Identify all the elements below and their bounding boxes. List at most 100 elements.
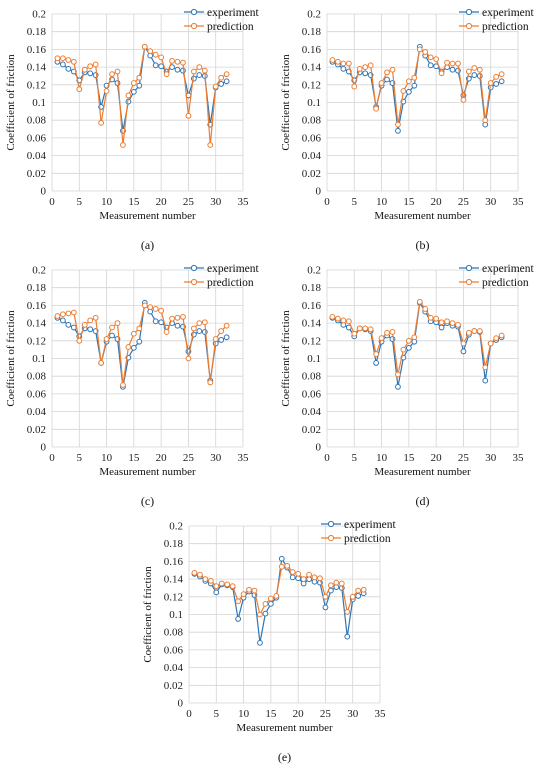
x-axis-title: Measurement number <box>374 466 471 478</box>
y-tick-label: 0.04 <box>27 406 47 418</box>
prediction-point <box>125 92 132 99</box>
y-tick-label: 0.14 <box>302 318 322 330</box>
prediction-point <box>60 55 66 62</box>
x-tick-label: 15 <box>403 196 415 208</box>
y-tick-label: 0.2 <box>169 521 183 533</box>
prediction-point <box>267 595 274 602</box>
prediction-point <box>141 43 148 50</box>
experiment-point <box>493 81 500 87</box>
chart-d: 0 0.02 0.04 0.06 0.08 0.1 0.12 0.14 0.16 0.18 0.2 0… <box>280 263 535 508</box>
prediction-point <box>411 334 418 341</box>
experiment-point <box>174 66 181 73</box>
prediction-point <box>444 59 450 66</box>
prediction-point <box>130 80 137 86</box>
prediction-point <box>482 364 489 371</box>
y-tick-label: 0.02 <box>302 424 321 436</box>
experiment-point <box>152 62 159 69</box>
experiment-point <box>152 318 159 325</box>
y-tick-label: 0.2 <box>32 265 46 277</box>
prediction-point <box>141 302 148 309</box>
y-tick-label: 0.14 <box>27 318 47 330</box>
x-tick-label: 30 <box>210 196 222 208</box>
x-axis-title: Measurement number <box>374 210 471 222</box>
legend-label-prediction: prediction <box>344 533 391 545</box>
y-tick-label: 0.14 <box>27 62 47 74</box>
prediction-point <box>190 325 197 332</box>
y-tick-label: 0.1 <box>169 609 183 621</box>
x-tick-label: 20 <box>156 196 168 208</box>
chart-a: 0 0.02 0.04 0.06 0.08 0.1 0.12 0.14 0.16 0.18 0.2 0… <box>5 7 260 252</box>
prediction-point <box>251 587 258 594</box>
y-tick-label: 0.2 <box>307 9 321 21</box>
prediction-point <box>207 577 214 584</box>
x-tick-label: 10 <box>101 196 113 208</box>
x-tick-label: 5 <box>352 452 358 464</box>
prediction-point <box>223 71 230 78</box>
prediction-point <box>389 329 396 335</box>
prediction-point <box>327 582 334 589</box>
prediction-point <box>356 325 363 332</box>
prediction-point <box>351 83 358 90</box>
prediction-point <box>174 314 181 321</box>
prediction-point <box>449 320 456 326</box>
y-tick-label: 0.12 <box>302 79 321 91</box>
prediction-point <box>191 570 198 576</box>
prediction-point <box>351 330 358 337</box>
prediction-point <box>174 58 181 65</box>
x-tick-label: 30 <box>347 708 359 720</box>
prediction-point <box>322 593 329 600</box>
experiment-point <box>362 70 369 77</box>
prediction-point <box>54 313 61 319</box>
prediction-point <box>218 580 225 587</box>
prediction-point <box>476 328 483 334</box>
prediction-point <box>460 96 467 103</box>
x-tick-label: 20 <box>156 452 168 464</box>
y-tick-label: 0.1 <box>32 353 46 365</box>
prediction-point <box>212 336 219 342</box>
y-tick-label: 0.18 <box>302 282 322 294</box>
prediction-point <box>335 315 341 322</box>
chart-panel-e: 0 0.02 0.04 0.06 0.08 0.1 0.12 0.14 0.16 0.18 0.2 0… <box>137 512 412 768</box>
experiment-point <box>427 62 434 69</box>
prediction-point <box>345 60 352 67</box>
prediction-point <box>147 304 154 311</box>
legend-marker-prediction <box>465 278 473 286</box>
prediction-point <box>98 360 105 366</box>
x-tick-label: 35 <box>513 196 525 208</box>
prediction-point <box>373 105 380 112</box>
panel-label: (b) <box>416 238 430 252</box>
legend-marker-experiment <box>190 264 198 272</box>
prediction-point <box>169 315 175 322</box>
prediction-point <box>218 74 225 81</box>
y-axis-title: Coefficient of friction <box>5 310 17 407</box>
prediction-point <box>356 65 363 72</box>
prediction-point <box>81 321 88 328</box>
y-tick-label: 0.02 <box>164 680 183 692</box>
prediction-point <box>235 598 242 605</box>
prediction-point <box>54 55 61 62</box>
y-tick-label: 0.06 <box>27 388 47 400</box>
experiment-point <box>223 78 230 85</box>
x-tick-label: 0 <box>49 196 55 208</box>
prediction-series-line <box>57 304 228 386</box>
prediction-point <box>163 329 170 335</box>
prediction-point <box>416 298 423 305</box>
experiment-point <box>136 82 143 89</box>
experiment-point <box>449 66 456 73</box>
prediction-point <box>70 58 77 65</box>
prediction-point <box>317 575 323 582</box>
chart-panel-c: 0 0.02 0.04 0.06 0.08 0.1 0.12 0.14 0.16 0.18 0.2 0… <box>0 256 275 512</box>
experiment-point <box>196 72 203 78</box>
y-tick-label: 0.16 <box>27 300 47 312</box>
x-tick-label: 0 <box>186 708 192 720</box>
experiment-point <box>213 589 220 596</box>
y-tick-label: 0.1 <box>307 353 321 365</box>
experiment-point <box>267 600 274 607</box>
x-tick-label: 35 <box>238 452 250 464</box>
prediction-point <box>444 318 450 325</box>
prediction-point <box>367 62 374 69</box>
y-tick-label: 0 <box>316 442 322 454</box>
y-tick-label: 0.14 <box>302 62 322 74</box>
experiment-point <box>460 348 467 355</box>
prediction-point <box>438 319 445 326</box>
